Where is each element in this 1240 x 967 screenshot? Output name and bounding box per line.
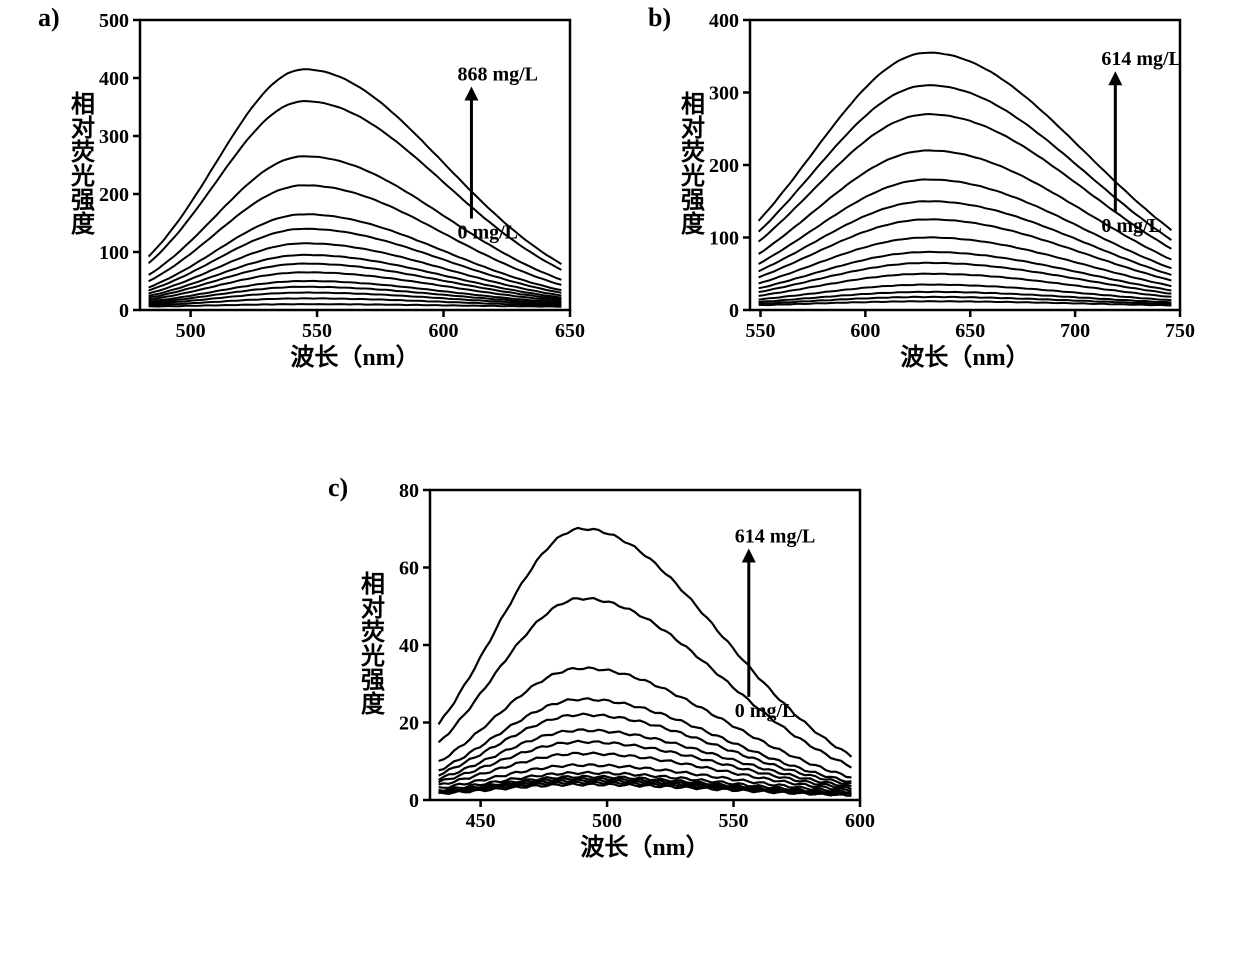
x-tick-label: 500 xyxy=(176,320,206,342)
y-tick-label: 400 xyxy=(99,68,129,90)
x-tick-label: 550 xyxy=(719,810,749,832)
y-axis-label-char: 度 xyxy=(361,690,386,718)
panel-c: 450 500 550 600 0 20 40 60 80 波长（nm） 相对荧光强度 c) 614 m… xyxy=(320,470,880,870)
annotation-top: 868 mg/L xyxy=(457,64,538,86)
y-axis-label-char: 强 xyxy=(71,188,95,214)
panel-label: c) xyxy=(328,473,348,502)
x-tick-label: 500 xyxy=(592,810,622,832)
y-tick-label: 0 xyxy=(119,300,129,322)
y-axis-label-char: 荧 xyxy=(361,619,385,646)
x-tick-label: 600 xyxy=(429,320,459,342)
y-axis-label-char: 对 xyxy=(361,595,385,622)
annotation-bottom: 0 mg/L xyxy=(457,222,518,244)
y-axis-label-char: 对 xyxy=(681,115,705,142)
y-tick-label: 0 xyxy=(409,790,419,812)
annotation-bottom: 0 mg/L xyxy=(1101,215,1162,237)
y-tick-label: 60 xyxy=(399,558,419,580)
x-tick-label: 650 xyxy=(555,320,585,342)
x-tick-label: 750 xyxy=(1165,320,1195,342)
x-tick-label: 450 xyxy=(466,810,496,832)
y-tick-label: 80 xyxy=(399,480,419,502)
y-axis-label-char: 相 xyxy=(361,571,385,598)
x-axis-label: 波长（nm） xyxy=(900,344,1029,371)
y-axis-label-char: 度 xyxy=(71,210,96,238)
x-tick-label: 650 xyxy=(955,320,985,342)
y-tick-label: 20 xyxy=(399,713,419,735)
panel-a: 500 550 600 650 0 100 200 300 400 500 波长（nm） 相对荧光强度… xyxy=(30,0,590,380)
y-tick-label: 400 xyxy=(709,10,739,32)
y-tick-label: 100 xyxy=(99,242,129,264)
y-axis-label-char: 光 xyxy=(360,643,385,670)
y-axis-label-char: 相 xyxy=(681,91,705,118)
y-axis-label-char: 荧 xyxy=(681,139,705,166)
y-axis-label-char: 相 xyxy=(71,91,95,118)
y-axis-label-char: 对 xyxy=(71,115,95,142)
panel-label: a) xyxy=(38,3,60,32)
y-tick-label: 100 xyxy=(709,228,739,250)
x-axis-label: 波长（nm） xyxy=(290,344,419,371)
x-tick-label: 550 xyxy=(745,320,775,342)
y-tick-label: 500 xyxy=(99,10,129,32)
panel-b: 550 600 650 700 750 0 100 200 300 400 波长（nm） 相对荧光强度… xyxy=(640,0,1200,380)
x-tick-label: 550 xyxy=(302,320,332,342)
y-tick-label: 300 xyxy=(709,83,739,105)
annotation-bottom: 0 mg/L xyxy=(735,700,796,722)
y-axis-label-char: 光 xyxy=(680,163,705,190)
x-tick-label: 600 xyxy=(845,810,875,832)
y-tick-label: 200 xyxy=(99,184,129,206)
x-axis-label: 波长（nm） xyxy=(580,834,709,861)
x-tick-label: 600 xyxy=(850,320,880,342)
annotation-top: 614 mg/L xyxy=(735,525,816,547)
y-tick-label: 300 xyxy=(99,126,129,148)
y-axis-label-char: 度 xyxy=(681,210,706,238)
y-tick-label: 0 xyxy=(729,300,739,322)
y-axis-label-char: 荧 xyxy=(71,139,95,166)
x-tick-label: 700 xyxy=(1060,320,1090,342)
y-tick-label: 40 xyxy=(399,635,419,657)
annotation-top: 614 mg/L xyxy=(1101,48,1182,70)
y-axis-label-char: 强 xyxy=(361,668,385,694)
y-axis-label-char: 强 xyxy=(681,188,705,214)
panel-label: b) xyxy=(648,3,671,32)
y-axis-label-char: 光 xyxy=(70,163,95,190)
y-tick-label: 200 xyxy=(709,155,739,177)
